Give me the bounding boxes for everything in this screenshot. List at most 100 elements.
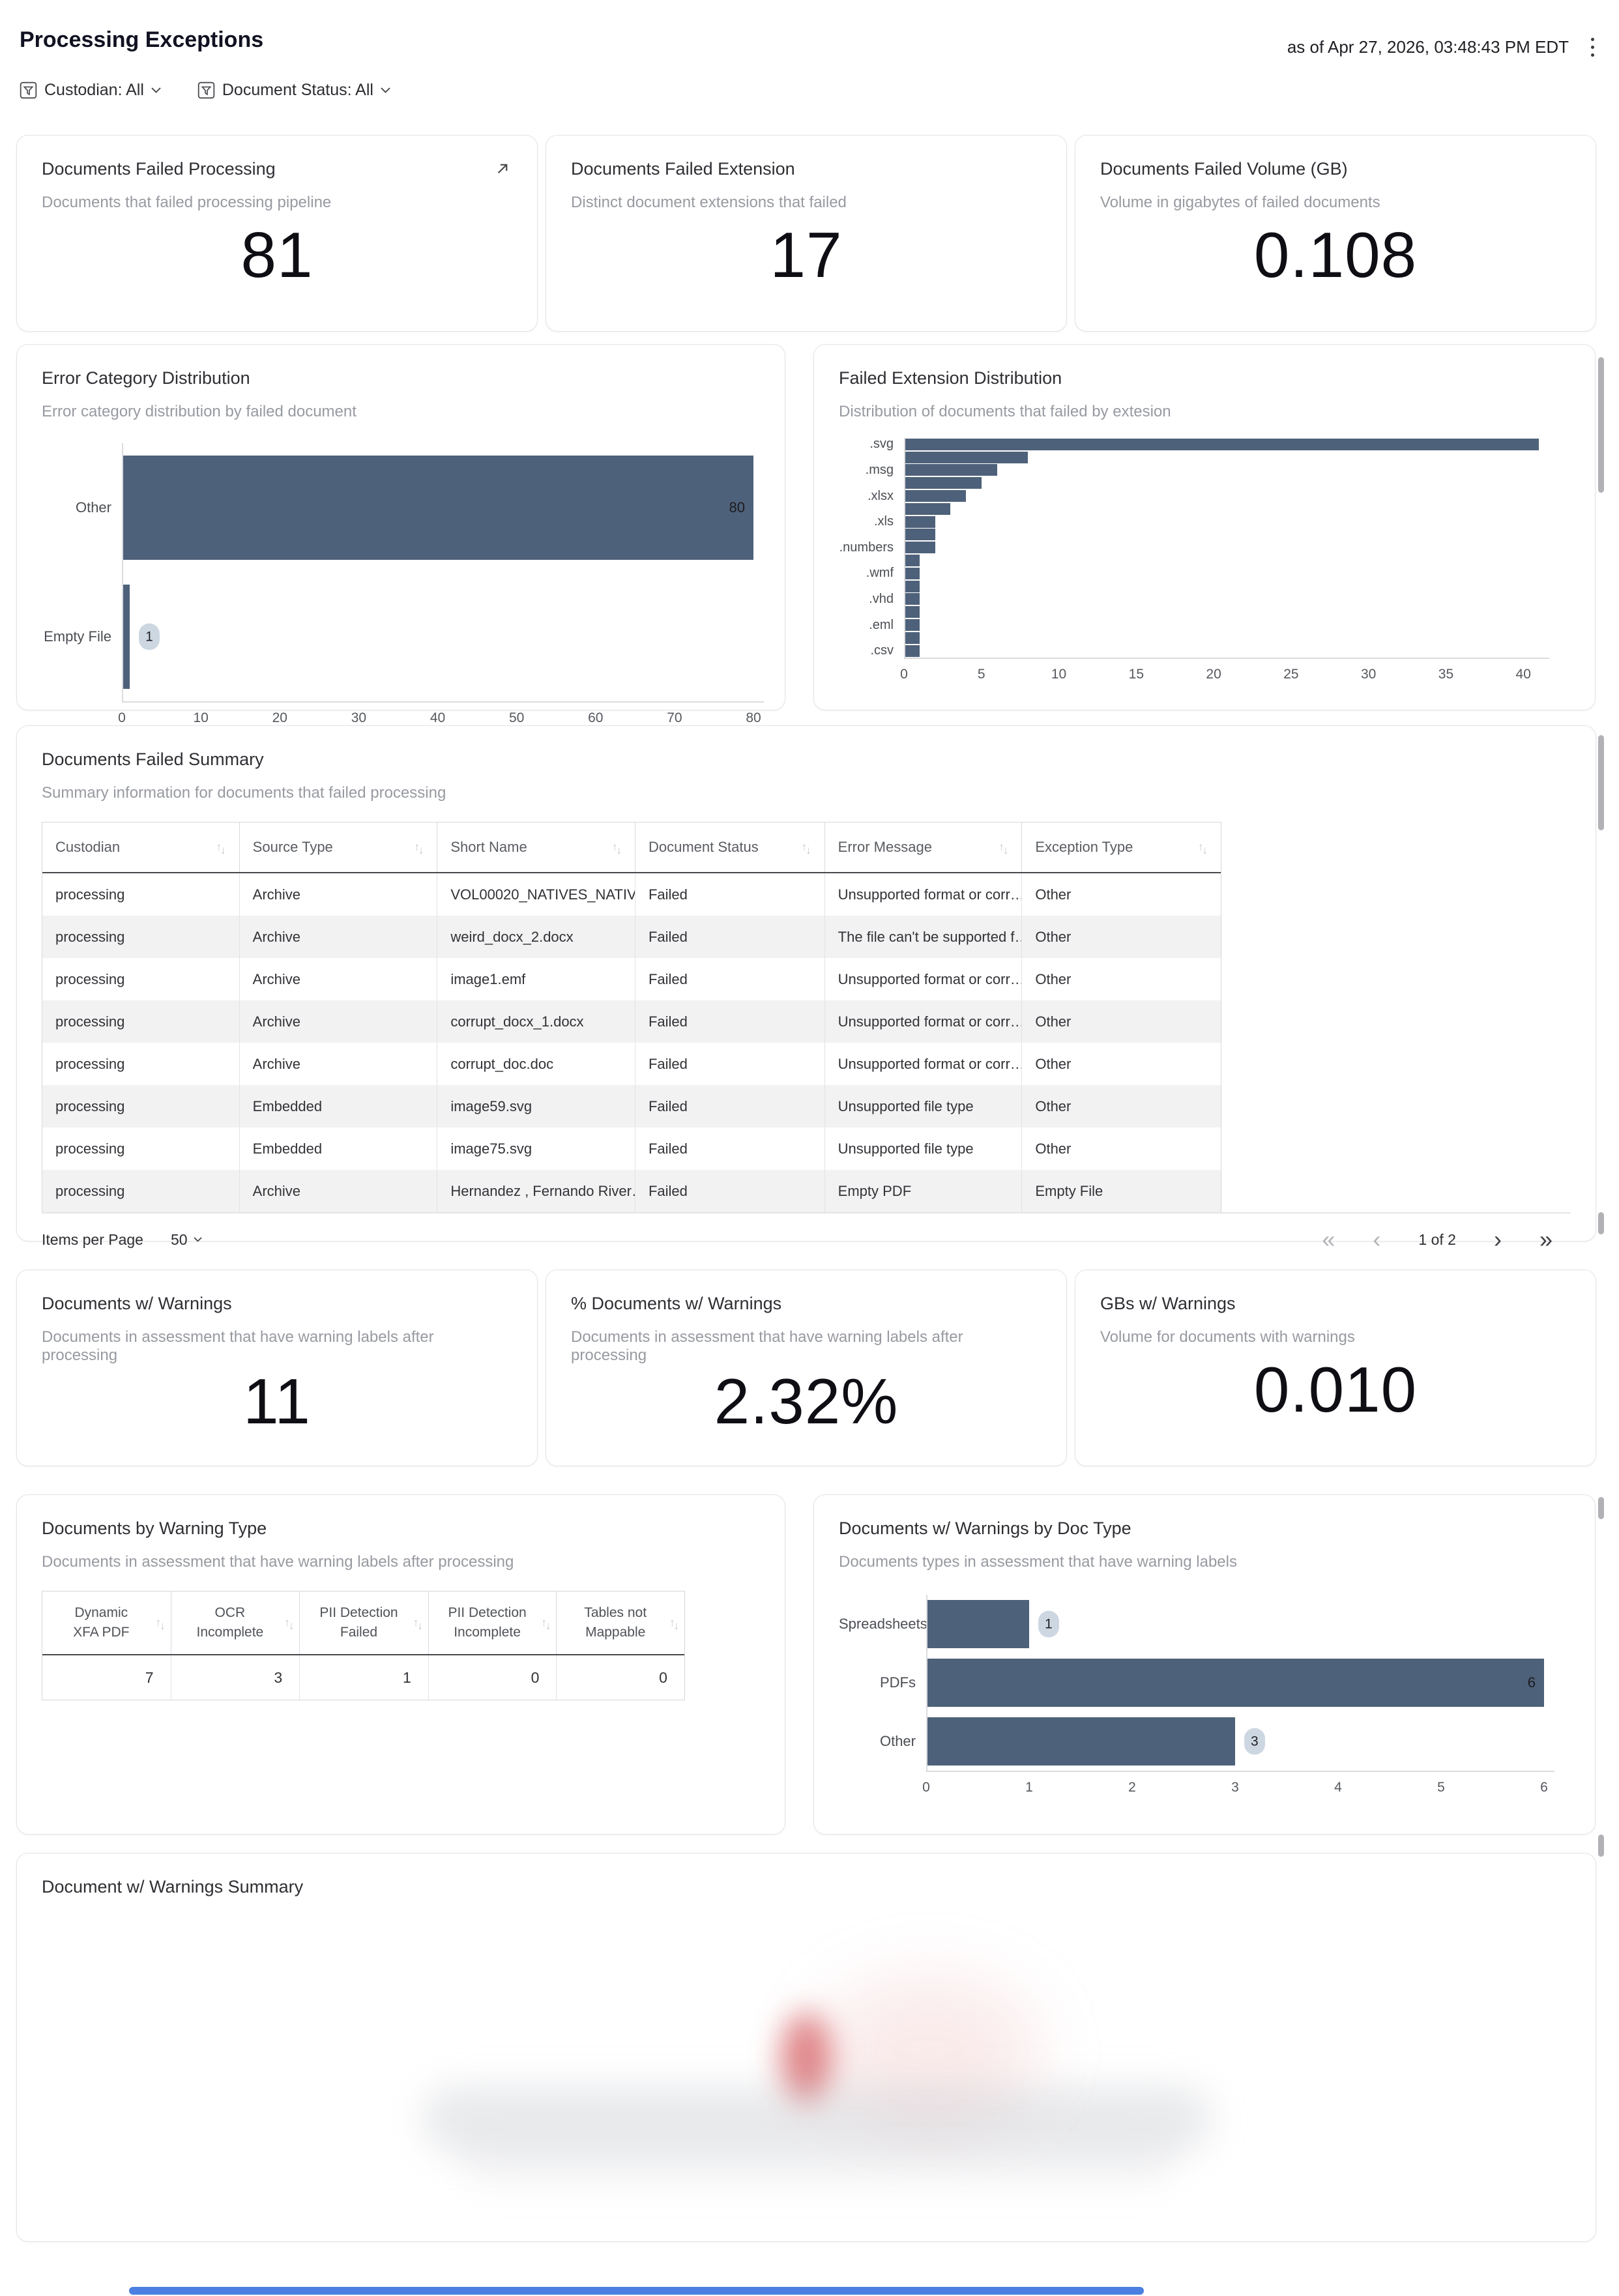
card-title: Documents w/ Warnings [42, 1294, 232, 1313]
bar[interactable] [904, 593, 920, 605]
bar[interactable] [904, 529, 935, 541]
table-row[interactable]: processing Embedded image75.svg Failed Unsup… [42, 1127, 1221, 1170]
table-row[interactable]: processing Archive Hernandez , Fernando Ri… [42, 1170, 1221, 1212]
document-status-filter[interactable]: Document Status: All [197, 81, 390, 100]
column-header[interactable]: Short Name ↑ ↓ [437, 822, 635, 872]
sort-down-arrow: ↓ [418, 844, 424, 856]
column-header-label: Source Type [252, 839, 333, 855]
table-cell: Archive [239, 958, 437, 1000]
table-row[interactable]: processing Archive weird_docx_2.docx Failed… [42, 916, 1221, 958]
x-axis-line [904, 657, 1549, 659]
column-header[interactable]: Source Type ↑ ↓ [239, 822, 437, 872]
table-row[interactable]: processing Archive corrupt_doc.doc Failed Un… [42, 1043, 1221, 1085]
column-header[interactable]: PII Detection Incomplete ↑ ↓ [428, 1591, 557, 1654]
column-header[interactable]: OCR Incomplete ↑ ↓ [170, 1591, 300, 1654]
sort-icon[interactable]: ↑ ↓ [210, 841, 226, 856]
column-header[interactable]: Exception Type ↑ ↓ [1021, 822, 1221, 872]
bar[interactable] [904, 619, 920, 632]
scrollbar-thumb[interactable] [1598, 1835, 1604, 1857]
bar[interactable] [904, 438, 1539, 450]
chart-bar-row: .vhd [839, 592, 1570, 606]
x-axis-ticks: 0 1 2 3 4 5 6 [839, 1771, 1570, 1795]
bar[interactable] [926, 1717, 1235, 1766]
column-header[interactable]: Tables not Mappable ↑ ↓ [556, 1591, 684, 1654]
card-title: Documents Failed Volume (GB) [1100, 159, 1348, 179]
column-header[interactable]: Custodian ↑ ↓ [42, 822, 239, 872]
kpi-card-gbs-with-warnings: GBs w/ Warnings Volume for documents wit… [1075, 1270, 1596, 1466]
bar[interactable] [904, 464, 997, 476]
horizontal-scrollbar-thumb[interactable] [129, 2287, 1144, 2295]
items-per-page-select[interactable]: 50 [171, 1231, 202, 1249]
column-header[interactable]: Error Message ↑ ↓ [824, 822, 1022, 872]
sort-icon[interactable]: ↑ ↓ [605, 841, 622, 856]
table-row[interactable]: processing Archive corrupt_docx_1.docx Fail… [42, 1000, 1221, 1043]
column-header[interactable]: PII Detection Failed ↑ ↓ [299, 1591, 428, 1654]
chart-title: Failed Extension Distribution [839, 368, 1062, 388]
category-label: Other [879, 1733, 916, 1749]
table-row[interactable]: processing Archive VOL00020_NATIVES_NATIV…… [42, 873, 1221, 916]
custodian-filter[interactable]: Custodian: All [20, 81, 161, 100]
sort-icon[interactable]: ↑ ↓ [534, 1615, 551, 1632]
x-tick-label: 10 [193, 710, 209, 725]
y-axis-line [122, 443, 123, 701]
sort-icon[interactable]: ↑ ↓ [407, 841, 424, 856]
sort-icon[interactable]: ↑ ↓ [663, 1615, 679, 1632]
bar[interactable] [904, 555, 920, 567]
sort-icon[interactable]: ↑ ↓ [149, 1615, 166, 1632]
chart-bar-row [839, 605, 1570, 618]
bar[interactable] [904, 606, 920, 618]
sort-icon[interactable]: ↑ ↓ [407, 1615, 423, 1632]
chart-subtitle: Error category distribution by failed do… [42, 403, 357, 420]
bar[interactable] [904, 542, 935, 554]
bar-track [904, 451, 1570, 463]
bar[interactable] [904, 645, 920, 657]
chart-bar-row [839, 529, 1570, 542]
failed-extension-distribution-card: Failed Extension Distribution Distributi… [813, 344, 1596, 710]
documents-failed-table: Custodian ↑ ↓ Source Type ↑ ↓ Short Name ↑ ↓ Docu… [42, 822, 1221, 1212]
scrollbar-thumb[interactable] [1598, 1212, 1604, 1234]
scrollbar-thumb[interactable] [1598, 735, 1604, 830]
x-axis-line [122, 701, 764, 703]
bar[interactable] [904, 490, 967, 502]
bar[interactable] [904, 502, 951, 515]
column-header[interactable]: Document Status ↑ ↓ [634, 822, 824, 872]
chart-bar-row [839, 580, 1570, 593]
last-page-button[interactable]: » [1539, 1226, 1553, 1253]
table-row[interactable]: processing Embedded image59.svg Failed Unsup… [42, 1085, 1221, 1127]
bar[interactable] [122, 585, 130, 689]
sort-icon[interactable]: ↑ ↓ [278, 1615, 294, 1632]
kpi-value: 0.108 [1253, 219, 1418, 291]
bar[interactable] [904, 451, 1028, 463]
bar[interactable] [904, 477, 982, 489]
table-row[interactable]: processing Archive image1.emf Failed Unsuppo… [42, 958, 1221, 1000]
sort-icon[interactable]: ↑ ↓ [795, 841, 811, 856]
scrollbar-thumb[interactable] [1598, 357, 1604, 493]
bar[interactable] [904, 580, 920, 592]
previous-page-button[interactable]: ‹ [1373, 1226, 1381, 1253]
scrollbar-thumb[interactable] [1598, 1497, 1604, 1519]
table-cell: Failed [634, 1000, 824, 1043]
next-page-button[interactable]: › [1493, 1226, 1502, 1253]
sort-icon[interactable]: ↑ ↓ [992, 841, 1009, 856]
table-cell: Empty File [1021, 1170, 1221, 1212]
external-link-icon[interactable] [493, 159, 512, 179]
x-axis-line [926, 1771, 1554, 1772]
table-cell: Archive [239, 1043, 437, 1085]
bar[interactable]: 6 [926, 1659, 1544, 1707]
bar[interactable] [926, 1600, 1029, 1648]
bar[interactable] [904, 632, 920, 644]
documents-failed-summary-card: Documents Failed Summary Summary informa… [16, 725, 1596, 1251]
column-header[interactable]: Dynamic XFA PDF ↑ ↓ [42, 1591, 171, 1654]
sort-icon[interactable]: ↑ ↓ [1191, 841, 1208, 856]
table-cell: Other [1021, 1043, 1221, 1085]
bar[interactable] [904, 567, 920, 579]
bar[interactable]: 80 [122, 456, 753, 560]
sort-down-arrow: ↓ [1002, 844, 1009, 856]
table-cell: Other [1021, 873, 1221, 916]
bar-track [904, 490, 1570, 502]
x-tick-label: 3 [1231, 1780, 1239, 1795]
first-page-button[interactable]: « [1322, 1226, 1335, 1253]
bar[interactable] [904, 516, 935, 528]
x-tick-label: 2 [1128, 1780, 1136, 1795]
kebab-menu-icon[interactable] [1587, 35, 1598, 59]
